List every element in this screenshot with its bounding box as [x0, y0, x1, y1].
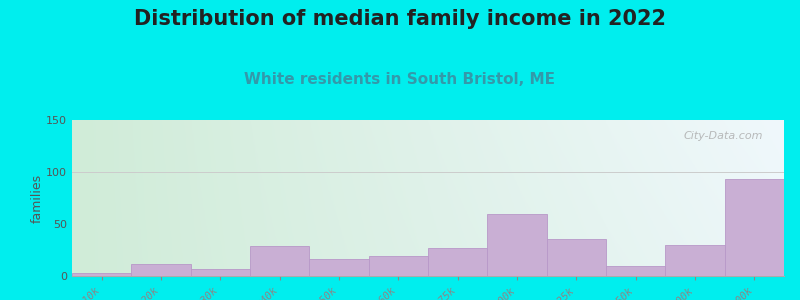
Bar	[428, 248, 487, 276]
Bar	[369, 256, 428, 276]
Text: Distribution of median family income in 2022: Distribution of median family income in …	[134, 9, 666, 29]
Bar	[487, 214, 546, 276]
Bar	[310, 260, 369, 276]
Y-axis label: families: families	[30, 173, 43, 223]
Bar	[546, 238, 606, 276]
Bar	[666, 245, 725, 276]
Text: White residents in South Bristol, ME: White residents in South Bristol, ME	[245, 72, 555, 87]
Bar	[131, 263, 190, 276]
Bar	[72, 273, 131, 276]
Bar	[190, 269, 250, 276]
Text: City-Data.com: City-Data.com	[683, 131, 762, 141]
Bar	[250, 246, 310, 276]
Bar	[725, 179, 784, 276]
Bar	[606, 266, 666, 276]
